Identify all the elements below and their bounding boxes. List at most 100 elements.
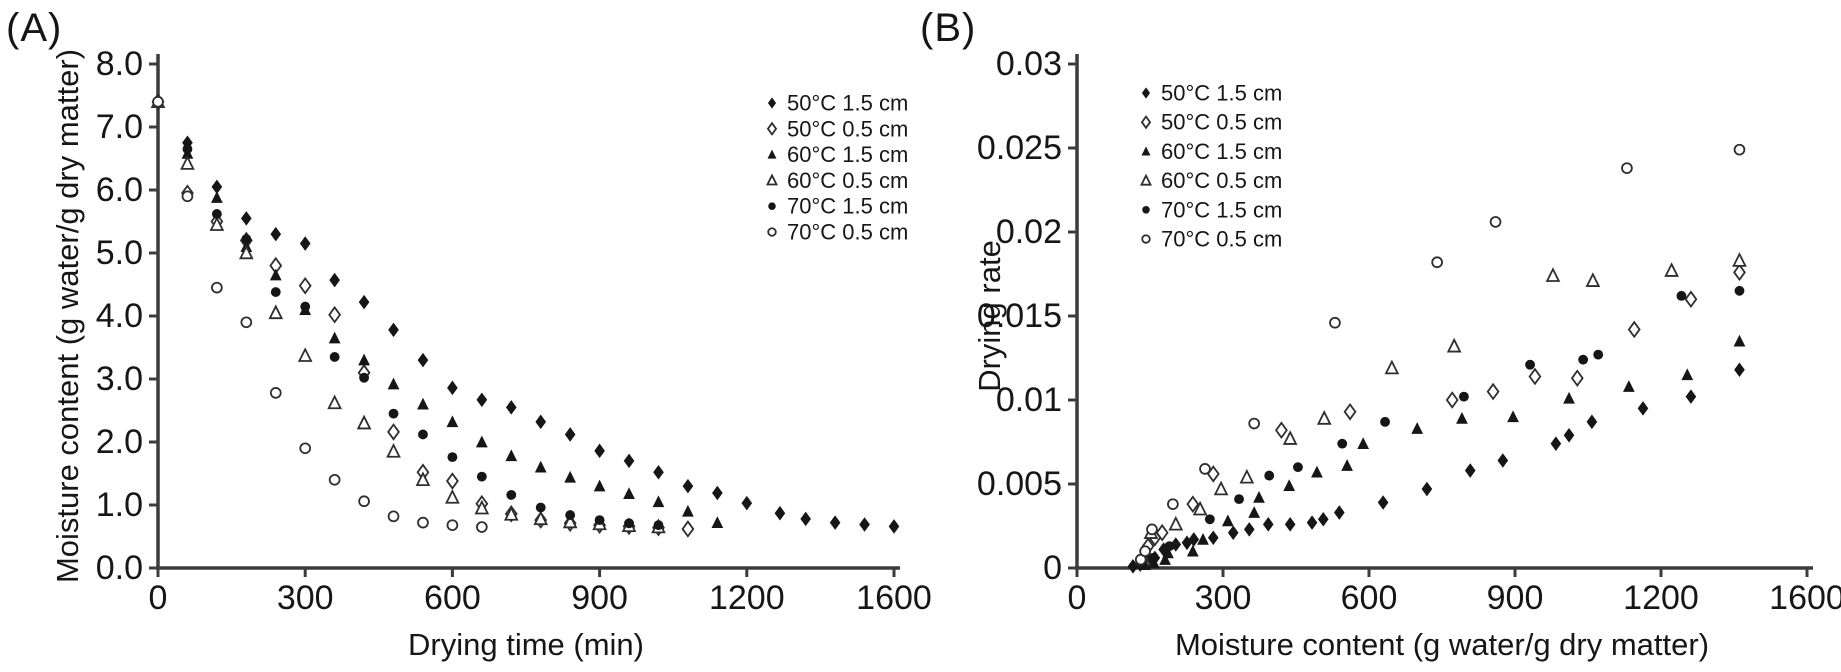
data-point <box>859 517 870 532</box>
data-point <box>447 380 458 396</box>
data-point <box>800 511 811 527</box>
data-point <box>1283 479 1296 491</box>
panel-a-y-tick-label: 5.0 <box>96 234 143 272</box>
panel-b-series-50-C-1.5-cm <box>1127 362 1745 574</box>
data-point <box>1497 453 1509 468</box>
data-point <box>1329 316 1341 329</box>
data-point <box>474 499 490 515</box>
data-point <box>1545 267 1561 282</box>
panel-a-series-70-C-1.5-cm <box>153 96 664 531</box>
data-point <box>329 352 340 362</box>
data-point <box>1563 428 1575 443</box>
panel-a-y-axis-title: Moisture content (g water/g dry matter) <box>50 48 85 584</box>
panel-b-y-tick-label: 0 <box>1043 549 1062 587</box>
data-point <box>270 226 282 242</box>
data-point <box>327 394 342 410</box>
data-point <box>1317 512 1329 527</box>
data-point <box>506 489 517 500</box>
data-point <box>1578 354 1589 365</box>
data-point <box>1197 533 1209 545</box>
data-point <box>1664 262 1679 277</box>
panel-a-series-50-C-0.5-cm <box>151 92 695 538</box>
panel-a-x-axis-title: Drying time (min) <box>408 627 644 662</box>
data-point <box>1623 380 1635 392</box>
data-point <box>1341 459 1353 471</box>
data-point <box>1262 517 1274 532</box>
data-point <box>1243 522 1255 537</box>
data-point <box>1146 523 1158 536</box>
data-point <box>829 515 841 530</box>
data-point <box>1204 514 1215 525</box>
data-point <box>1192 500 1208 516</box>
data-point <box>1570 369 1584 387</box>
data-point <box>565 510 576 521</box>
legend-marker-diamond-open <box>1140 115 1152 130</box>
panel-b-series-70-C-0.5-cm <box>1134 143 1746 566</box>
panel-a-x-tick-label: 1200 <box>709 579 785 617</box>
data-point <box>564 427 576 442</box>
data-point <box>358 294 370 310</box>
legend-label: 60°C 0.5 cm <box>1161 168 1282 193</box>
panel-b-y-tick-label: 0.015 <box>977 297 1062 335</box>
data-point <box>1733 263 1746 282</box>
data-point <box>268 304 284 320</box>
panel-b-label: (B) <box>920 6 977 50</box>
data-point <box>328 331 341 344</box>
data-point <box>1227 525 1239 540</box>
data-point <box>1486 382 1500 401</box>
data-point <box>1456 412 1468 424</box>
data-point <box>298 276 312 295</box>
data-point <box>1458 391 1469 402</box>
data-point <box>1186 495 1200 513</box>
data-point <box>299 236 311 251</box>
data-point <box>1489 216 1502 228</box>
data-point <box>1563 391 1575 404</box>
data-point <box>1507 410 1519 423</box>
data-point <box>209 216 225 231</box>
data-point <box>358 353 370 366</box>
data-point <box>1431 256 1443 269</box>
data-point <box>152 95 164 108</box>
data-point <box>1264 470 1275 481</box>
data-point <box>270 287 281 297</box>
data-point <box>1170 537 1182 552</box>
data-point <box>652 495 665 508</box>
panel-b-x-tick-label: 1200 <box>1623 579 1699 617</box>
data-point <box>535 414 547 430</box>
data-point <box>1199 463 1211 475</box>
data-point <box>1384 359 1400 375</box>
data-point <box>356 414 372 430</box>
panel-b-y-tick-label: 0.03 <box>996 45 1062 83</box>
data-point <box>1316 410 1332 425</box>
data-point <box>182 144 193 154</box>
panel-a-y-tick-label: 0.0 <box>96 549 143 587</box>
legend-marker-triangle-filled <box>767 149 777 159</box>
data-point <box>359 372 370 383</box>
data-point <box>1627 320 1641 339</box>
data-point <box>1357 437 1370 449</box>
data-point <box>564 470 577 483</box>
data-point <box>774 505 786 521</box>
data-point <box>1464 463 1476 478</box>
data-point <box>445 488 460 504</box>
legend-marker-triangle-open <box>1140 173 1152 186</box>
data-point <box>594 443 605 459</box>
legend-label: 60°C 1.5 cm <box>1161 139 1282 164</box>
data-point <box>1155 523 1169 542</box>
data-point <box>211 281 223 294</box>
panel-a-series-70-C-0.5-cm <box>152 95 488 533</box>
panel-b-legend: 50°C 1.5 cm 50°C 0.5 cm 60°C 1.5 cm 60°C 0.… <box>1140 81 1282 252</box>
legend-marker-diamond-open <box>766 121 778 136</box>
data-point <box>1421 481 1433 497</box>
panel-a-x-tick-label: 300 <box>277 579 334 617</box>
data-point <box>299 442 312 455</box>
data-point <box>387 423 400 441</box>
data-point <box>534 460 547 473</box>
data-point <box>1684 290 1698 309</box>
data-point <box>1159 553 1171 565</box>
data-point <box>181 190 194 203</box>
data-point <box>1274 421 1288 440</box>
data-point <box>681 520 695 538</box>
data-point <box>1593 349 1604 360</box>
